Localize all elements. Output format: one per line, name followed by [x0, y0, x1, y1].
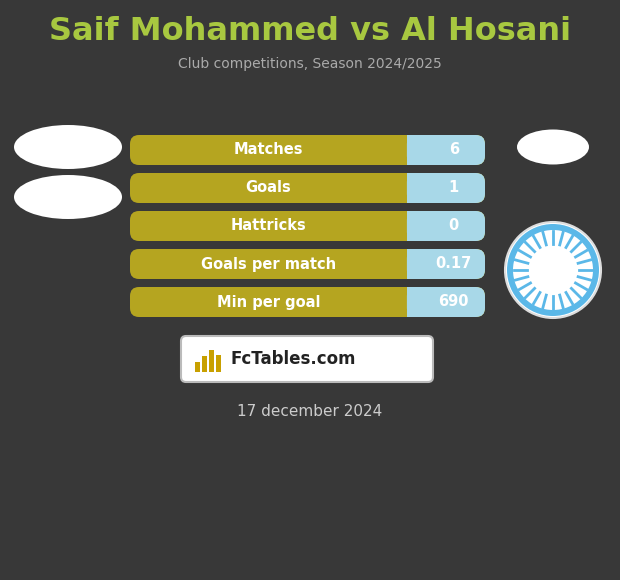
Text: 17 december 2024: 17 december 2024	[237, 404, 383, 419]
FancyBboxPatch shape	[407, 135, 485, 165]
Bar	[407, 287, 438, 317]
Circle shape	[507, 224, 599, 316]
Text: Saif Mohammed vs Al Hosani: Saif Mohammed vs Al Hosani	[49, 16, 571, 48]
Bar	[407, 211, 438, 241]
Bar	[209, 350, 214, 372]
Text: 1: 1	[449, 180, 459, 195]
FancyBboxPatch shape	[130, 135, 485, 165]
FancyBboxPatch shape	[407, 173, 485, 203]
Bar	[407, 135, 438, 165]
Text: Goals: Goals	[246, 180, 291, 195]
Ellipse shape	[14, 175, 122, 219]
Text: Matches: Matches	[234, 143, 303, 158]
FancyBboxPatch shape	[407, 249, 485, 279]
Ellipse shape	[517, 129, 589, 165]
FancyBboxPatch shape	[130, 249, 485, 279]
Text: 0: 0	[449, 219, 459, 234]
Circle shape	[505, 222, 601, 318]
Text: FcTables.com: FcTables.com	[231, 350, 356, 368]
Bar	[195, 362, 200, 372]
Bar	[407, 249, 438, 279]
Circle shape	[513, 230, 593, 310]
Text: 0.17: 0.17	[436, 256, 472, 271]
Circle shape	[535, 252, 571, 288]
Text: Min per goal: Min per goal	[217, 295, 320, 310]
Bar	[407, 173, 438, 203]
FancyBboxPatch shape	[130, 211, 485, 241]
Text: 6: 6	[449, 143, 459, 158]
Text: Hattricks: Hattricks	[231, 219, 306, 234]
FancyBboxPatch shape	[181, 336, 433, 382]
Text: 690: 690	[438, 295, 469, 310]
FancyBboxPatch shape	[130, 287, 485, 317]
Text: Club competitions, Season 2024/2025: Club competitions, Season 2024/2025	[178, 57, 442, 71]
Text: Goals per match: Goals per match	[201, 256, 336, 271]
FancyBboxPatch shape	[407, 287, 485, 317]
FancyBboxPatch shape	[407, 211, 485, 241]
FancyBboxPatch shape	[130, 173, 485, 203]
Bar	[202, 356, 207, 372]
Bar	[216, 355, 221, 372]
Ellipse shape	[14, 125, 122, 169]
